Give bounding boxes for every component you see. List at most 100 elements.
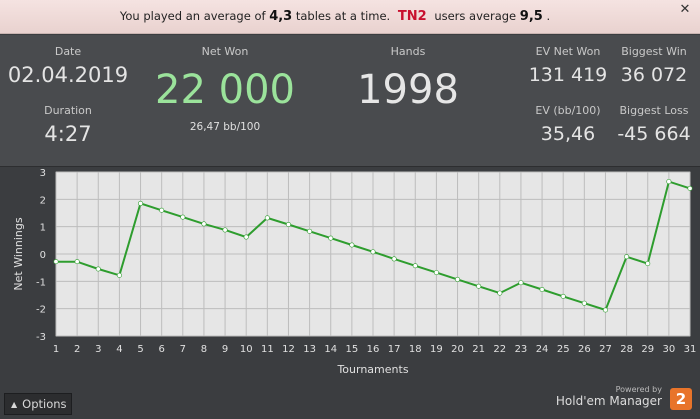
data-point (116, 272, 122, 278)
data-point (95, 266, 101, 272)
data-point (539, 287, 545, 293)
banner-mid: tables at a time. (295, 9, 391, 23)
y-tick-label: 2 (40, 195, 46, 206)
data-point (159, 207, 165, 213)
options-button[interactable]: ▲ Options (4, 393, 72, 415)
x-tick-label: 1 (53, 344, 59, 355)
x-tick-label: 9 (222, 344, 228, 355)
data-point (264, 215, 270, 221)
x-tick-label: 6 (158, 344, 164, 355)
x-tick-label: 22 (493, 344, 506, 355)
bb-per-100-value: 26,47 bb/100 (189, 121, 261, 133)
powered-by-text: Powered by (615, 385, 662, 394)
data-point (455, 276, 461, 282)
banner-text: You played an average of 4,3 tables at a… (0, 9, 670, 24)
x-tick-label: 13 (303, 344, 316, 355)
x-tick-label: 23 (515, 344, 528, 355)
options-label: Options (22, 397, 67, 411)
grid-lines (55, 171, 691, 337)
y-tick-label: -3 (36, 332, 46, 343)
x-tick-label: 4 (116, 344, 122, 355)
group-avg-value: 9,5 (519, 9, 543, 24)
ev-net-won-label: EV Net Won (535, 45, 601, 58)
data-point (370, 249, 376, 255)
biggest-win-value: 36 072 (620, 64, 688, 86)
biggest-loss-value: -45 664 (617, 123, 691, 145)
x-tick-label: 29 (641, 344, 654, 355)
x-tick-label: 2 (74, 344, 80, 355)
net-won-label: Net Won (201, 45, 249, 58)
date-label: Date (54, 45, 82, 58)
x-tick-label: 15 (345, 344, 358, 355)
data-point (391, 256, 397, 262)
data-point (349, 242, 355, 248)
data-point (201, 221, 207, 227)
data-point (497, 290, 503, 296)
avg-tables-value: 4,3 (269, 9, 293, 24)
close-icon[interactable]: ✕ (679, 2, 691, 17)
x-tick-label: 8 (201, 344, 207, 355)
x-tick-label: 28 (620, 344, 633, 355)
x-tick-label: 11 (261, 344, 274, 355)
x-tick-label: 31 (684, 344, 697, 355)
x-tick-label: 16 (367, 344, 380, 355)
x-tick-label: 7 (180, 344, 186, 355)
x-tick-label: 21 (472, 344, 485, 355)
data-point (518, 280, 524, 286)
x-tick-label: 20 (451, 344, 464, 355)
data-point (581, 300, 587, 306)
data-point (433, 270, 439, 276)
user-group-name: TN2 (397, 9, 427, 24)
ev-bb-value: 35,46 (540, 123, 596, 145)
info-banner: You played an average of 4,3 tables at a… (0, 0, 700, 34)
y-tick-label: 0 (40, 250, 46, 261)
hands-label: Hands (390, 45, 426, 58)
x-tick-label: 3 (95, 344, 101, 355)
x-tick-label: 12 (282, 344, 295, 355)
data-point (222, 227, 228, 233)
net-won-value: 22 000 (155, 67, 295, 113)
x-tick-label: 14 (324, 344, 337, 355)
y-axis-label: Net Winnings (12, 217, 25, 290)
y-tick-label: 3 (40, 168, 46, 179)
x-axis-label: Tournaments (336, 363, 408, 376)
x-tick-label: 27 (599, 344, 612, 355)
x-tick-label: 10 (240, 344, 253, 355)
data-point (687, 185, 693, 191)
y-tick-label: -1 (36, 277, 46, 288)
y-tick-label: -2 (36, 305, 46, 316)
hands-value: 1998 (357, 67, 459, 113)
hm2-logo-icon: 2 (670, 388, 692, 410)
y-tick-label: 1 (40, 223, 46, 234)
x-tick-label: 24 (536, 344, 549, 355)
x-tick-label: 26 (578, 344, 591, 355)
data-point (602, 307, 608, 313)
y-axis-ticks: 3 2 1 0 -1 -2 -3 (36, 168, 46, 343)
x-tick-label: 18 (409, 344, 422, 355)
data-point (243, 234, 249, 240)
brand-footer: Powered by Hold'em Manager 2 (536, 384, 696, 418)
caret-up-icon: ▲ (11, 400, 18, 409)
data-point (307, 228, 313, 234)
ev-bb-label: EV (bb/100) (535, 104, 601, 117)
banner-suffix: users average (434, 9, 517, 23)
brand-name: Hold'em Manager (555, 394, 662, 408)
data-point (74, 259, 80, 265)
data-point (53, 259, 59, 265)
data-point (328, 235, 334, 241)
data-point (560, 293, 566, 299)
x-tick-label: 5 (137, 344, 143, 355)
biggest-loss-label: Biggest Loss (619, 104, 689, 117)
data-point (412, 263, 418, 269)
data-point (476, 283, 482, 289)
data-point (285, 221, 291, 227)
x-tick-label: 30 (662, 344, 675, 355)
stats-panel: Date 02.04.2019 Duration 4:27 Net Won 22… (0, 35, 700, 167)
ev-net-won-value: 131 419 (528, 64, 608, 86)
duration-value: 4:27 (44, 122, 92, 146)
data-point (624, 254, 630, 260)
x-tick-label: 25 (557, 344, 570, 355)
x-axis-ticks: 1 2 3 4 5 6 7 8 9 10 11 12 13 14 15 16 17 18 19 20 21 22 23 24 2… (53, 344, 697, 355)
data-point (666, 179, 672, 185)
